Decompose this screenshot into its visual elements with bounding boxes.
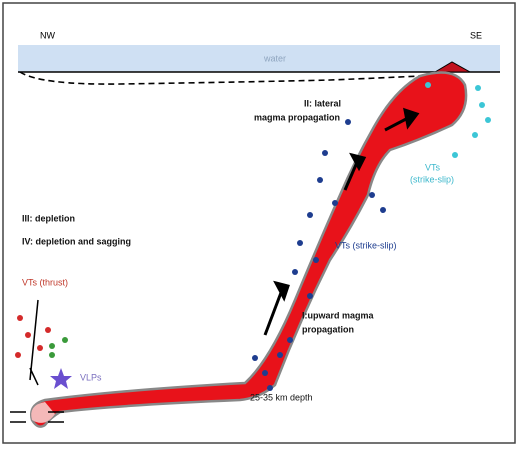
water-label: water: [263, 53, 286, 63]
faults: [10, 299, 64, 423]
sagging-label: IV: depletion and sagging: [22, 236, 131, 246]
vt-dots-blue: [252, 119, 386, 391]
upward-label: I:upward magma: [302, 310, 375, 320]
vt-dots-cyan: [425, 82, 491, 158]
vlps-label: VLPs: [80, 372, 102, 382]
lateral-label: magma propagation: [254, 112, 340, 122]
depletion-label: III: depletion: [22, 213, 75, 223]
lateral-label: II: lateral: [304, 98, 341, 108]
nw-label: NW: [40, 30, 55, 40]
arrows: [263, 107, 420, 336]
vts-blue-label: VTs (strike-slip): [335, 240, 397, 250]
magma-root: [31, 402, 55, 423]
vlp-star: [50, 368, 72, 389]
water-layer: [18, 45, 500, 72]
vlp-dots: [49, 337, 68, 358]
se-label: SE: [470, 30, 482, 40]
vts-cyan-label: (strike-slip): [410, 174, 454, 184]
upward-label: propagation: [302, 324, 354, 334]
volcano: [433, 61, 472, 73]
depth-label: 25-35 km depth: [250, 392, 313, 402]
sag-line: [19, 71, 421, 85]
thrust-dots: [15, 315, 51, 358]
vts-thrust-label: VTs (thrust): [22, 277, 68, 287]
vts-cyan-label: VTs: [425, 162, 441, 172]
